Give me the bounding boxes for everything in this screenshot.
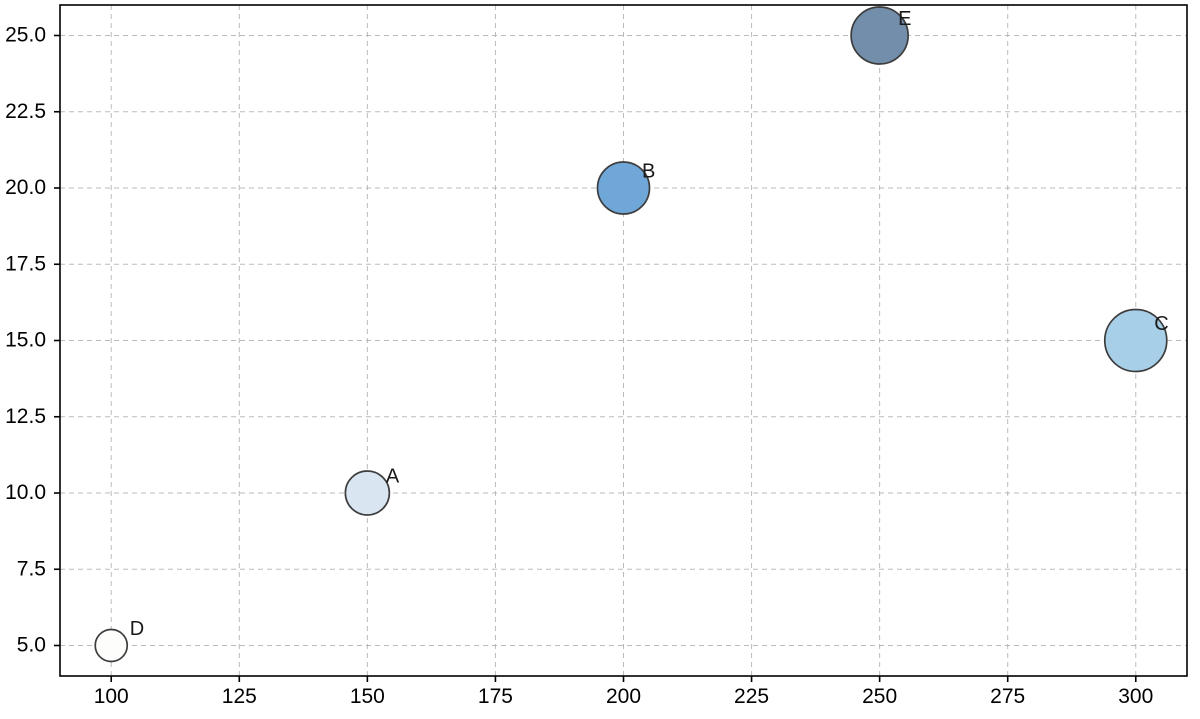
svg-text:15.0: 15.0 <box>5 329 46 352</box>
svg-text:17.5: 17.5 <box>5 252 46 275</box>
svg-text:250: 250 <box>862 685 897 708</box>
svg-text:D: D <box>130 618 144 640</box>
svg-text:300: 300 <box>1118 685 1153 708</box>
svg-text:25.0: 25.0 <box>5 24 46 47</box>
svg-text:A: A <box>386 466 400 488</box>
svg-text:20.0: 20.0 <box>5 176 46 199</box>
svg-text:200: 200 <box>606 685 641 708</box>
svg-text:12.5: 12.5 <box>5 405 46 428</box>
svg-text:5.0: 5.0 <box>17 634 46 657</box>
svg-text:225: 225 <box>734 685 769 708</box>
svg-text:22.5: 22.5 <box>5 100 46 123</box>
svg-text:175: 175 <box>478 685 513 708</box>
svg-text:E: E <box>898 8 911 30</box>
svg-text:100: 100 <box>94 685 129 708</box>
svg-text:C: C <box>1154 313 1168 335</box>
svg-text:150: 150 <box>350 685 385 708</box>
svg-text:7.5: 7.5 <box>17 557 46 580</box>
svg-text:B: B <box>642 161 655 183</box>
svg-text:275: 275 <box>990 685 1025 708</box>
svg-text:10.0: 10.0 <box>5 481 46 504</box>
svg-text:125: 125 <box>222 685 257 708</box>
